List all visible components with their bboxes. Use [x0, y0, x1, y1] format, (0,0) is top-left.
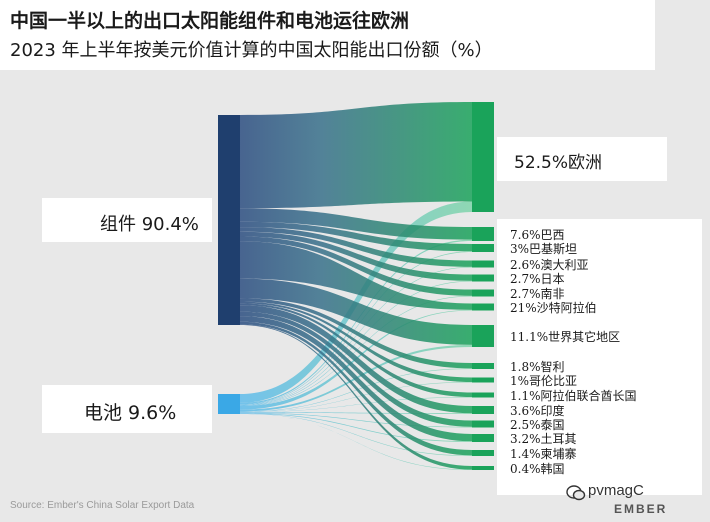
destination-node	[472, 102, 494, 212]
flow-cell	[240, 251, 472, 405]
flow-cell	[240, 266, 472, 406]
flow-module	[240, 311, 472, 427]
destination-label: 2.7%南非	[510, 287, 565, 301]
source-node-module	[218, 115, 240, 325]
flow-module	[240, 241, 472, 310]
destination-node	[472, 450, 494, 456]
flow-module	[240, 321, 472, 456]
flow-cell	[240, 413, 472, 442]
destination-list-panel	[497, 219, 702, 495]
flow-cell	[240, 413, 472, 456]
destination-label: 2.6%澳大利亚	[510, 258, 589, 272]
chart-subtitle: 2023 年上半年按美元价值计算的中国太阳能出口份额（%）	[10, 40, 493, 61]
destination-label: 11.1%世界其它地区	[510, 330, 621, 344]
destination-node	[472, 260, 494, 268]
flow-module	[240, 316, 472, 442]
flow-cell	[240, 368, 472, 412]
flow-module	[240, 208, 472, 240]
destination-label: 3%巴基斯坦	[510, 242, 578, 256]
flow-module	[240, 298, 472, 369]
source-label-panel-module	[42, 198, 212, 242]
destination-label: 3.2%土耳其	[510, 432, 577, 446]
source-label-panel-cell	[42, 385, 212, 433]
brand-logo: EMBER	[614, 502, 668, 516]
destination-label: 1.4%柬埔寨	[510, 447, 577, 461]
destination-node	[472, 274, 494, 282]
flow-cell	[240, 412, 472, 414]
destination-node	[472, 325, 494, 347]
flow-cell	[240, 239, 472, 405]
destination-label: 2.7%日本	[510, 272, 565, 286]
destination-label-europe: 52.5%欧洲	[514, 153, 603, 173]
destination-node	[472, 303, 494, 311]
destination-node	[472, 466, 494, 470]
destination-node	[472, 289, 494, 297]
destination-label: 1.1%阿拉伯联合酋长国	[510, 389, 637, 403]
flow-cell	[240, 412, 472, 428]
destination-node	[472, 377, 494, 383]
flow-module	[240, 231, 472, 281]
flow-cell	[240, 397, 472, 413]
flow-module	[240, 305, 472, 414]
flow-cell	[240, 413, 472, 470]
title-panel	[0, 0, 655, 70]
source-node-cell	[218, 394, 240, 414]
destination-node	[472, 434, 494, 442]
flow-module	[240, 301, 472, 383]
destination-node	[472, 227, 494, 241]
destination-node	[472, 392, 494, 398]
flow-module	[240, 227, 472, 267]
flow-module	[240, 324, 472, 470]
source-label-module: 组件 90.4%	[100, 214, 199, 235]
destination-node	[472, 406, 494, 414]
destination-node	[472, 420, 494, 428]
flow-module	[240, 236, 472, 296]
destination-label: 3.6%印度	[510, 404, 565, 418]
source-label-cell: 电池 9.6%	[84, 402, 177, 424]
destination-label: 1.8%智利	[510, 360, 565, 374]
flow-module	[240, 303, 472, 398]
watermark: pvmagC	[588, 482, 644, 499]
destination-label: 7.6%巴西	[510, 228, 565, 242]
destination-label: 21%沙特阿拉伯	[510, 301, 597, 315]
source-note: Source: Ember's China Solar Export Data	[10, 500, 195, 511]
flow-module	[240, 221, 472, 252]
destination-label: 0.4%韩国	[510, 462, 565, 476]
flow-module	[240, 278, 472, 345]
destination-label: 1%哥伦比亚	[510, 374, 578, 388]
destination-node	[472, 363, 494, 369]
destination-label-panel-europe	[497, 137, 667, 181]
flow-cell	[240, 280, 472, 406]
chart-title: 中国一半以上的出口太阳能组件和电池运往欧洲	[10, 10, 410, 32]
destination-label: 2.5%泰国	[510, 418, 565, 432]
flow-module	[240, 102, 472, 209]
destination-node	[472, 244, 494, 252]
wechat-icon	[566, 485, 586, 501]
